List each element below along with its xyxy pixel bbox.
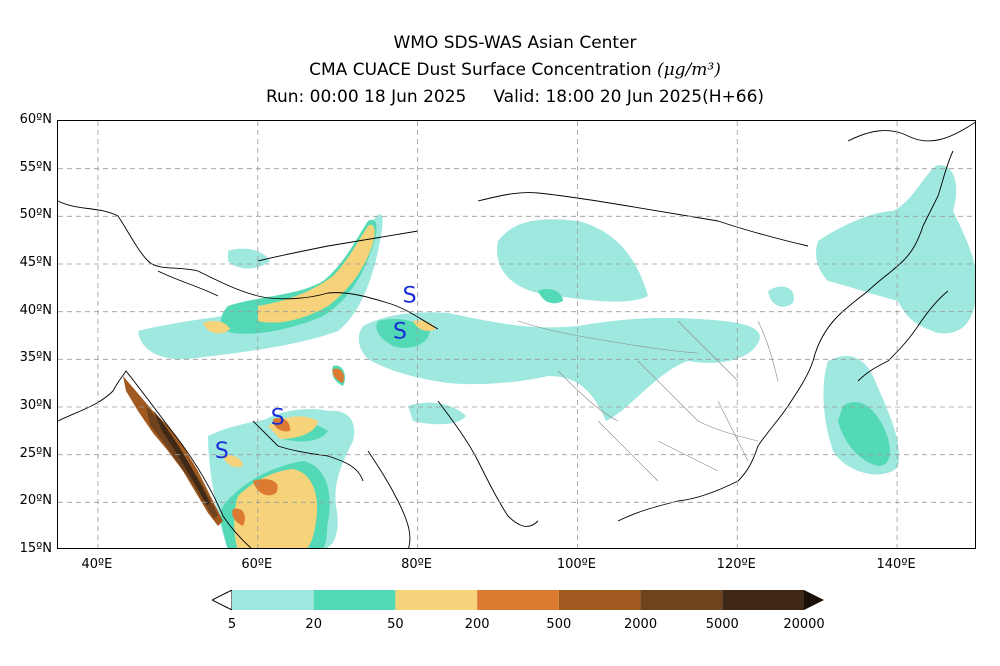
- gridlines: [58, 121, 975, 548]
- colorbar-segment: [477, 590, 559, 610]
- coastlines: [58, 121, 975, 548]
- lat-label: 50ºN: [19, 207, 52, 223]
- title-product-name: CMA CUACE Dust Surface Concentration: [309, 60, 652, 80]
- lon-label: 120ºE: [716, 557, 756, 572]
- lon-label: 140ºE: [876, 557, 916, 572]
- lat-label: 15ºN: [19, 541, 52, 556]
- title-center: WMO SDS-WAS Asian Center: [393, 33, 637, 53]
- title-time: Run: 00:00 18 Jun 2025 Valid: 18:00 20 J…: [0, 84, 1000, 111]
- colorbar-segment: [722, 590, 804, 610]
- colorbar-segment: [640, 590, 723, 610]
- colorbar-segment: [395, 590, 478, 610]
- colorbar-level-label: 500: [546, 617, 572, 632]
- colorbar-segment: [558, 590, 641, 610]
- lon-label: 40ºE: [81, 557, 113, 572]
- run-time: Run: 00:00 18 Jun 2025: [265, 87, 467, 107]
- lon-label: 80ºE: [401, 557, 433, 572]
- title-block: WMO SDS-WAS Asian Center CMA CUACE Dust …: [0, 30, 1000, 111]
- colorbar-level-label: 5: [227, 617, 237, 632]
- colorbar-under-arrow: [212, 590, 233, 610]
- colorbar-level-label: 2000: [624, 617, 658, 632]
- colorbar-level-label: 20000: [783, 617, 825, 632]
- colorbar-level-label: 5000: [705, 617, 739, 632]
- storm-marker: S: [403, 283, 417, 308]
- lat-label: 55ºN: [19, 159, 52, 175]
- lat-label: 35ºN: [19, 350, 52, 366]
- storm-marker: S: [393, 320, 407, 345]
- lat-label: 25ºN: [19, 445, 52, 461]
- lon-label: 100ºE: [556, 557, 596, 572]
- colorbar-level-label: 200: [464, 617, 490, 632]
- colorbar-segment: [232, 590, 314, 610]
- dust-level-200-500: [232, 368, 344, 526]
- dust-level-coastal-strip: [123, 376, 223, 526]
- minor-boundaries: [517, 320, 779, 482]
- valid-time: Valid: 18:00 20 Jun 2025(H+66): [493, 87, 765, 107]
- storm-marker: S: [271, 405, 285, 430]
- dust-concentration-fields: [123, 165, 975, 548]
- colorbar-level-label: 50: [387, 617, 404, 632]
- lat-label: 60ºN: [19, 112, 52, 127]
- title-product: CMA CUACE Dust Surface Concentration (μg…: [0, 57, 1000, 84]
- lon-label: 60ºE: [241, 557, 273, 572]
- colorbar-level-label: 20: [305, 617, 322, 632]
- colorbar-over-arrow: [804, 590, 824, 610]
- colorbar-segment: [313, 590, 396, 610]
- lat-label: 40ºN: [19, 302, 52, 318]
- lat-label: 30ºN: [19, 398, 52, 413]
- dust-level-50-200: [203, 224, 436, 548]
- colorbar: [212, 590, 824, 610]
- lat-label: 45ºN: [19, 255, 52, 270]
- title-unit: (μg/m³): [657, 60, 721, 80]
- lat-label: 20ºN: [19, 493, 52, 509]
- storm-marker: S: [215, 439, 229, 464]
